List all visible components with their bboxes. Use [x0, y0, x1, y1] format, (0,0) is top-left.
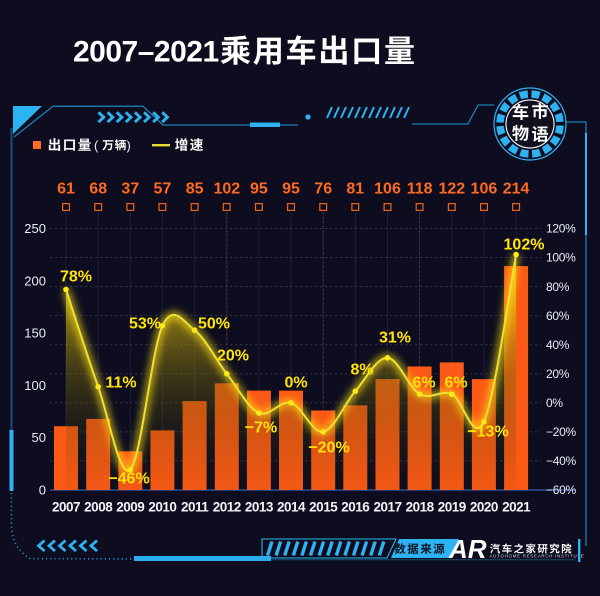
svg-text:20%: 20%: [217, 348, 249, 365]
svg-text:61: 61: [57, 181, 75, 198]
svg-text:−7%: −7%: [245, 420, 277, 437]
svg-text:2016: 2016: [341, 500, 370, 515]
svg-text:80%: 80%: [546, 280, 570, 294]
svg-text:2011: 2011: [181, 500, 209, 515]
svg-text:150: 150: [24, 326, 46, 341]
svg-text:−13%: −13%: [467, 424, 508, 441]
svg-text:40%: 40%: [546, 338, 570, 352]
svg-text:2009: 2009: [116, 500, 144, 515]
svg-text:2017: 2017: [373, 500, 401, 515]
svg-text:100%: 100%: [546, 251, 576, 265]
svg-text:−20%: −20%: [308, 440, 349, 457]
svg-text:85: 85: [186, 181, 204, 198]
svg-text:AUTOHOME RESEARCH INSTITUTE: AUTOHOME RESEARCH INSTITUTE: [490, 553, 585, 558]
svg-text:2020: 2020: [470, 500, 498, 515]
svg-text:120%: 120%: [546, 222, 576, 236]
svg-text:118: 118: [407, 181, 433, 198]
svg-text:): ): [127, 138, 131, 153]
svg-text:2018: 2018: [406, 500, 435, 515]
svg-text:2013: 2013: [245, 500, 274, 515]
svg-text:2010: 2010: [148, 500, 176, 515]
svg-text:−20%: −20%: [546, 425, 576, 439]
svg-text:102%: 102%: [504, 237, 545, 254]
svg-text:68: 68: [89, 181, 107, 198]
svg-text:78%: 78%: [60, 269, 92, 286]
svg-text:2014: 2014: [277, 500, 306, 515]
svg-text:2012: 2012: [213, 500, 241, 515]
svg-text:95: 95: [250, 181, 268, 198]
svg-text:11%: 11%: [105, 375, 136, 392]
svg-text:0%: 0%: [546, 396, 563, 410]
svg-text:AR: AR: [448, 534, 487, 564]
svg-text:106: 106: [471, 181, 498, 198]
svg-text:250: 250: [24, 221, 46, 236]
svg-text:2008: 2008: [84, 500, 113, 515]
svg-text:76: 76: [314, 181, 332, 198]
svg-text:102: 102: [213, 181, 240, 198]
svg-text:60%: 60%: [546, 309, 570, 323]
svg-text:81: 81: [346, 181, 364, 198]
svg-text:20%: 20%: [546, 367, 570, 381]
svg-text:2007: 2007: [52, 500, 80, 515]
svg-text:0: 0: [39, 483, 46, 498]
svg-text:57: 57: [154, 181, 172, 198]
svg-text:200: 200: [24, 273, 46, 288]
svg-text:−60%: −60%: [546, 483, 576, 497]
svg-text:122: 122: [438, 181, 465, 198]
svg-text:37: 37: [121, 181, 139, 198]
svg-text:0%: 0%: [284, 375, 307, 392]
svg-text:2007–2021: 2007–2021: [73, 36, 219, 69]
svg-text:2019: 2019: [438, 500, 466, 515]
svg-text:(: (: [94, 138, 99, 153]
svg-text:−46%: −46%: [108, 471, 149, 488]
svg-text:6%: 6%: [412, 375, 435, 392]
svg-text:−40%: −40%: [546, 454, 576, 468]
svg-text:8%: 8%: [350, 362, 373, 379]
svg-text:2015: 2015: [309, 500, 338, 515]
svg-text:95: 95: [282, 181, 300, 198]
svg-text:6%: 6%: [444, 375, 467, 392]
svg-text:50: 50: [32, 430, 46, 445]
svg-text:50%: 50%: [198, 316, 230, 333]
svg-text:2021: 2021: [502, 500, 531, 515]
svg-text:214: 214: [503, 181, 530, 198]
svg-text:106: 106: [374, 181, 401, 198]
svg-text:100: 100: [24, 378, 46, 393]
svg-text:53%: 53%: [129, 316, 161, 333]
svg-text:31%: 31%: [379, 330, 411, 347]
